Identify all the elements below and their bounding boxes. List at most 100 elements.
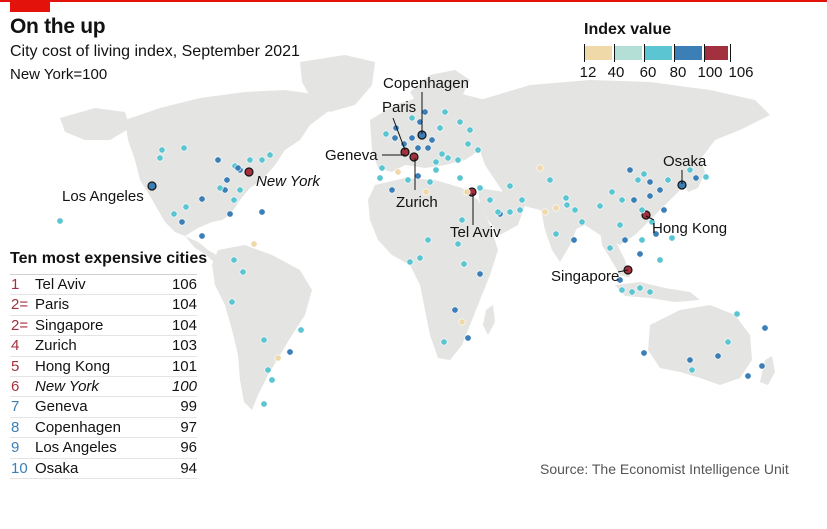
city-cell: Singapore	[35, 316, 104, 334]
city-cell: Osaka	[35, 459, 79, 477]
legend-colorbar	[584, 46, 730, 60]
source-note: Source: The Economist Intelligence Unit	[540, 461, 789, 477]
city-dot	[438, 150, 446, 158]
south-america-land	[212, 245, 312, 410]
city-dot	[541, 208, 549, 216]
new-zealand-land	[760, 356, 775, 385]
indonesia-land	[615, 282, 700, 302]
city-dot	[702, 173, 710, 181]
legend-tick-mark	[704, 44, 705, 62]
city-dot	[744, 372, 752, 380]
city-dot	[656, 186, 664, 194]
city-dot	[562, 194, 570, 202]
city-dot	[376, 174, 384, 182]
city-dot	[474, 146, 482, 154]
city-dot	[688, 366, 696, 374]
value-cell: 99	[180, 398, 197, 416]
city-cell: Tel Aviv	[35, 276, 86, 293]
city-dot	[56, 217, 64, 225]
greenland-land	[300, 55, 375, 112]
city-dot	[536, 164, 544, 172]
legend-tick-label: 40	[607, 64, 625, 81]
city-dot	[388, 186, 396, 194]
legend-tick-mark	[730, 44, 731, 62]
city-dot	[616, 221, 624, 229]
city-dot	[216, 184, 224, 192]
city-dot	[391, 134, 399, 142]
city-dot	[668, 234, 676, 242]
city-dot	[258, 156, 266, 164]
city-dot	[466, 126, 474, 134]
legend-tick-label: 80	[669, 64, 687, 81]
legend-title: Index value	[584, 21, 672, 38]
city-dot	[264, 366, 272, 374]
city-dot	[246, 156, 254, 164]
australia-land	[648, 305, 752, 385]
city-cell: Geneva	[35, 398, 88, 416]
value-cell: 101	[171, 357, 197, 375]
chart-subtitle: City cost of living index, September 202…	[10, 43, 300, 60]
city-dot	[436, 124, 444, 132]
city-dot	[570, 236, 578, 244]
city-dot	[640, 170, 648, 178]
city-dot	[236, 186, 244, 194]
value-cell: 94	[180, 459, 197, 477]
rank-cell: 2=	[11, 296, 29, 314]
city-dot	[552, 204, 560, 212]
city-dot	[156, 154, 164, 162]
city-dot	[260, 400, 268, 408]
city-dot	[652, 230, 660, 238]
label-geneva: Geneva	[325, 147, 378, 164]
city-dot	[228, 298, 236, 306]
city-dot	[494, 208, 502, 216]
legend-bin-12-40	[584, 46, 614, 60]
label-paris: Paris	[382, 99, 416, 116]
rank-cell: 8	[11, 418, 20, 436]
city-dot	[268, 376, 276, 384]
legend-tick-mark	[674, 44, 675, 62]
city-cell: Paris	[35, 296, 70, 314]
city-dots	[56, 108, 769, 408]
city-dot	[458, 318, 466, 326]
city-dot	[596, 202, 604, 210]
africa-land	[368, 178, 498, 360]
city-cell: Copenhagen	[35, 418, 121, 436]
chart-title: On the up	[10, 15, 106, 38]
city-dot	[182, 203, 190, 211]
rank-cell: 2=	[11, 316, 29, 334]
label-singapore: Singapore	[551, 268, 619, 285]
city-dot	[394, 168, 402, 176]
paris-leader	[392, 117, 406, 151]
city-dot	[422, 188, 430, 196]
city-dot	[626, 166, 634, 174]
city-dot	[428, 136, 436, 144]
city-dot	[444, 154, 452, 162]
city-dot	[416, 254, 424, 262]
city-dot	[406, 258, 414, 266]
city-cell: New York	[35, 377, 99, 395]
label-los-angeles: Los Angeles	[62, 188, 144, 205]
rank-cell: 5	[11, 357, 20, 375]
city-dot	[274, 354, 282, 362]
city-dot	[230, 256, 238, 264]
city-dot	[618, 286, 626, 294]
city-dot	[170, 210, 178, 218]
value-cell: 104	[171, 316, 197, 334]
city-dot	[230, 196, 238, 204]
city-dot	[226, 210, 234, 218]
city-dot	[460, 260, 468, 268]
europe-land	[370, 92, 490, 172]
city-dot	[486, 196, 494, 204]
legend-tick-label: 12	[579, 64, 597, 81]
city-dot	[223, 176, 231, 184]
city-dot	[440, 338, 448, 346]
highlighted-city-dot	[147, 181, 157, 191]
value-cell: 106	[171, 276, 197, 293]
city-dot	[456, 118, 464, 126]
city-dot	[178, 218, 186, 226]
city-dot	[458, 216, 466, 224]
top-rule	[0, 0, 827, 2]
city-dot	[297, 326, 305, 334]
table-row: 8 Copenhagen 97	[10, 418, 197, 439]
